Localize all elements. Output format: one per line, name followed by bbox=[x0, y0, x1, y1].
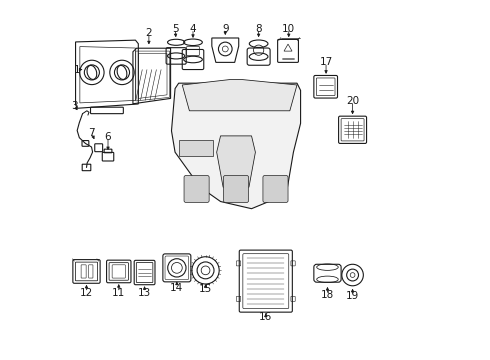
Text: 15: 15 bbox=[199, 284, 212, 294]
Text: 13: 13 bbox=[138, 288, 151, 298]
Polygon shape bbox=[182, 80, 297, 111]
Polygon shape bbox=[217, 136, 255, 187]
Text: 5: 5 bbox=[172, 24, 178, 34]
FancyBboxPatch shape bbox=[263, 176, 288, 202]
FancyBboxPatch shape bbox=[223, 176, 248, 202]
Text: 18: 18 bbox=[321, 290, 334, 300]
Polygon shape bbox=[179, 140, 213, 156]
Text: 7: 7 bbox=[88, 128, 95, 138]
Text: 6: 6 bbox=[105, 132, 111, 142]
Text: 20: 20 bbox=[346, 96, 359, 106]
Text: 8: 8 bbox=[255, 24, 262, 34]
Text: 17: 17 bbox=[319, 57, 333, 67]
FancyBboxPatch shape bbox=[184, 176, 209, 202]
Text: 14: 14 bbox=[170, 283, 183, 293]
Text: 2: 2 bbox=[146, 28, 152, 38]
Text: 4: 4 bbox=[190, 24, 196, 34]
Text: 16: 16 bbox=[259, 312, 272, 322]
Text: 19: 19 bbox=[346, 291, 359, 301]
Text: 3: 3 bbox=[72, 102, 78, 112]
Text: 10: 10 bbox=[282, 24, 295, 34]
Text: 1: 1 bbox=[74, 64, 80, 75]
Text: 9: 9 bbox=[222, 24, 229, 34]
Text: 12: 12 bbox=[80, 288, 93, 298]
Text: 11: 11 bbox=[112, 288, 125, 298]
Polygon shape bbox=[172, 83, 300, 209]
